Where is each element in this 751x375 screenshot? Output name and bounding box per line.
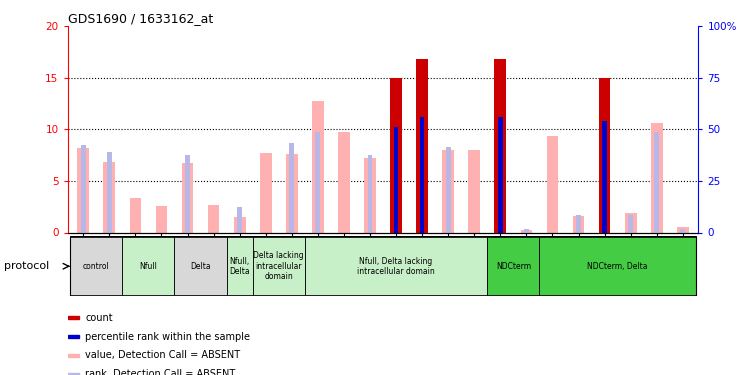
Text: rank, Detection Call = ABSENT: rank, Detection Call = ABSENT — [86, 369, 236, 375]
FancyBboxPatch shape — [227, 237, 252, 295]
Bar — [520, 230, 532, 232]
Bar — [651, 123, 662, 232]
Bar — [234, 217, 246, 232]
Bar — [442, 150, 454, 232]
Bar — [494, 59, 506, 232]
FancyBboxPatch shape — [539, 237, 696, 295]
Bar — [629, 215, 633, 232]
Text: Delta: Delta — [190, 262, 211, 271]
Bar — [68, 335, 79, 338]
Bar — [77, 148, 89, 232]
Bar — [129, 198, 141, 232]
Text: control: control — [83, 262, 110, 271]
Bar — [524, 230, 529, 232]
Bar — [368, 155, 372, 232]
Bar — [391, 78, 402, 232]
FancyBboxPatch shape — [174, 237, 227, 295]
Text: NDCterm: NDCterm — [496, 262, 531, 271]
Bar — [680, 230, 685, 232]
Bar — [498, 117, 502, 232]
Bar — [654, 132, 659, 232]
Bar — [237, 207, 242, 232]
Bar — [469, 150, 480, 232]
Bar — [312, 100, 324, 232]
Text: count: count — [86, 313, 113, 322]
Text: value, Detection Call = ABSENT: value, Detection Call = ABSENT — [86, 350, 240, 360]
Bar — [420, 117, 424, 232]
FancyBboxPatch shape — [305, 237, 487, 295]
Bar — [602, 121, 607, 232]
FancyBboxPatch shape — [487, 237, 539, 295]
Bar — [576, 215, 581, 232]
Bar — [338, 132, 350, 232]
Text: Nfull: Nfull — [140, 262, 158, 271]
Bar — [286, 154, 297, 232]
FancyBboxPatch shape — [122, 237, 174, 295]
Bar — [573, 216, 584, 232]
Bar — [446, 147, 451, 232]
Text: Nfull, Delta lacking
intracellular domain: Nfull, Delta lacking intracellular domai… — [357, 256, 435, 276]
Bar — [68, 316, 79, 320]
Bar — [599, 78, 611, 232]
Bar — [81, 145, 86, 232]
Text: GDS1690 / 1633162_at: GDS1690 / 1633162_at — [68, 12, 213, 25]
Bar — [677, 227, 689, 232]
FancyBboxPatch shape — [70, 237, 122, 295]
Bar — [364, 158, 376, 232]
Bar — [625, 213, 637, 232]
Bar — [416, 59, 428, 232]
Text: Nfull,
Delta: Nfull, Delta — [229, 256, 250, 276]
Bar — [185, 155, 190, 232]
Bar — [68, 373, 79, 375]
Bar — [104, 162, 115, 232]
Bar — [416, 117, 428, 232]
Bar — [547, 136, 558, 232]
Bar — [68, 354, 79, 357]
Bar — [107, 152, 112, 232]
Bar — [260, 153, 272, 232]
Text: NDCterm, Delta: NDCterm, Delta — [587, 262, 648, 271]
Text: protocol: protocol — [4, 261, 49, 271]
FancyBboxPatch shape — [252, 237, 305, 295]
Bar — [394, 128, 398, 232]
Text: percentile rank within the sample: percentile rank within the sample — [86, 332, 250, 342]
Bar — [289, 143, 294, 232]
Bar — [182, 164, 193, 232]
Bar — [208, 205, 219, 232]
Bar — [155, 206, 167, 232]
Bar — [315, 132, 320, 232]
Text: Delta lacking
intracellular
domain: Delta lacking intracellular domain — [253, 251, 304, 281]
